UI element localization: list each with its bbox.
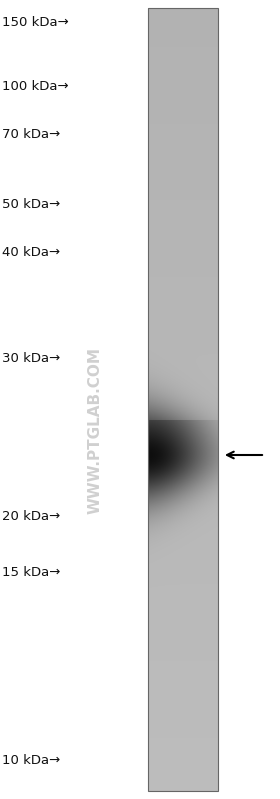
Text: 10 kDa→: 10 kDa→ xyxy=(2,753,60,766)
Bar xyxy=(148,8,218,791)
Text: 150 kDa→: 150 kDa→ xyxy=(2,15,69,29)
Text: 40 kDa→: 40 kDa→ xyxy=(2,247,60,260)
Text: 50 kDa→: 50 kDa→ xyxy=(2,198,60,212)
Text: WWW.PTGLAB.COM: WWW.PTGLAB.COM xyxy=(87,347,102,514)
Text: 15 kDa→: 15 kDa→ xyxy=(2,566,60,578)
Text: 70 kDa→: 70 kDa→ xyxy=(2,128,60,141)
Text: 100 kDa→: 100 kDa→ xyxy=(2,79,69,93)
Text: 20 kDa→: 20 kDa→ xyxy=(2,511,60,523)
Text: 30 kDa→: 30 kDa→ xyxy=(2,352,60,364)
